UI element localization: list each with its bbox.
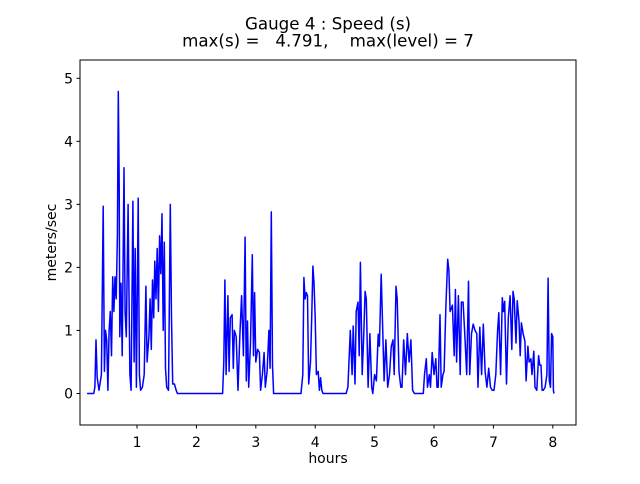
y-tick-label: 3 [64, 197, 73, 213]
y-tick-label: 5 [64, 71, 73, 87]
x-tick-label: 8 [548, 435, 557, 451]
x-tick-label: 3 [251, 435, 260, 451]
x-axis-label: hours [308, 451, 347, 467]
x-tick-label: 7 [489, 435, 498, 451]
chart-title: Gauge 4 : Speed (s) [245, 14, 411, 34]
x-tick-label: 2 [192, 435, 201, 451]
y-tick-label: 4 [64, 134, 73, 150]
y-tick-label: 0 [64, 386, 73, 402]
y-axis-label: meters/sec [44, 204, 60, 282]
x-tick-label: 1 [133, 435, 142, 451]
x-tick-label: 5 [370, 435, 379, 451]
speed-line [87, 90, 555, 395]
plot-border [79, 59, 577, 426]
x-axis-ticks: 1 2 3 4 5 6 7 8 [133, 425, 557, 451]
x-tick-label: 6 [430, 435, 439, 451]
y-tick-label: 2 [64, 260, 73, 276]
y-axis-ticks: 0 1 2 3 4 5 [64, 71, 80, 402]
chart-subtitle: max(s) = 4.791, max(level) = 7 [182, 31, 474, 51]
y-tick-label: 1 [64, 323, 73, 339]
x-tick-label: 4 [311, 435, 320, 451]
